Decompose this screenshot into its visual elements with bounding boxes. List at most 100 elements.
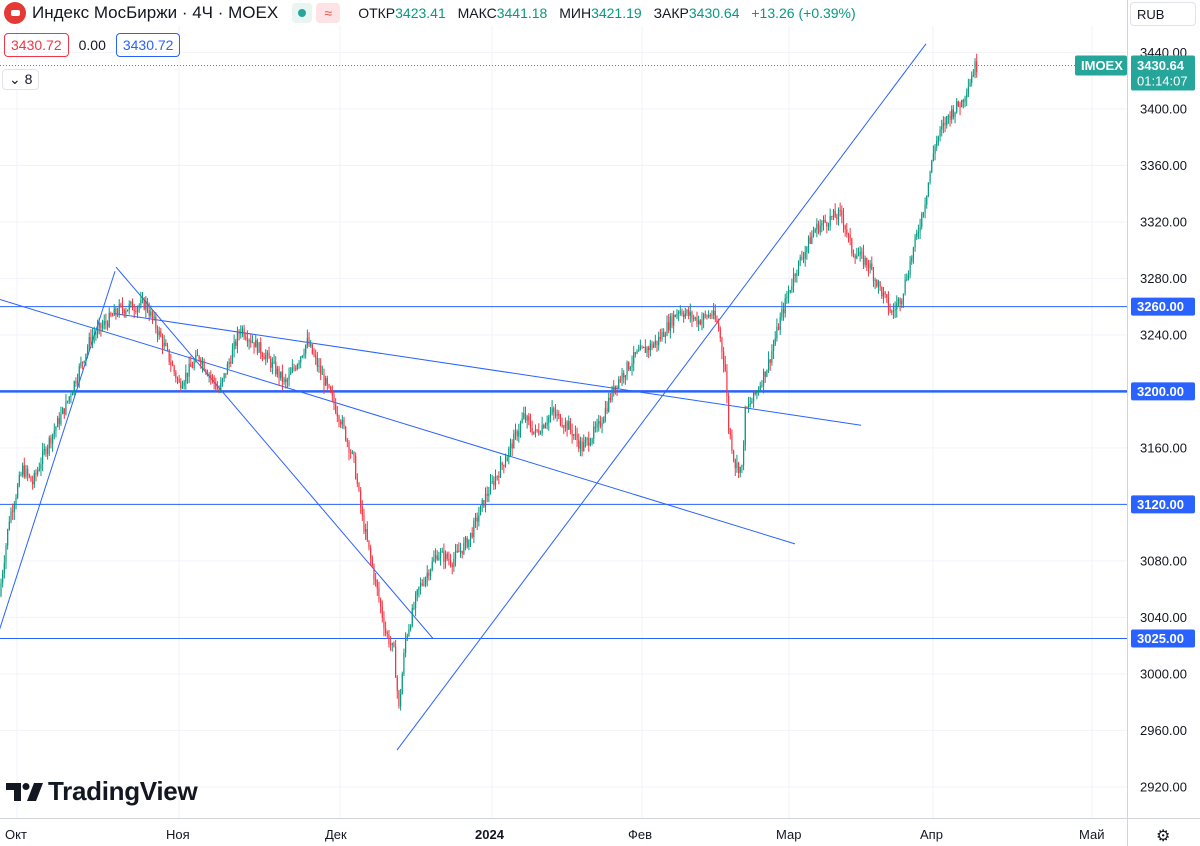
buy-button[interactable]: 3430.72: [115, 33, 181, 57]
settings-gear-icon[interactable]: ⚙: [1156, 828, 1171, 845]
candle-body: [221, 378, 224, 383]
candle-body: [205, 370, 207, 373]
candle-body: [25, 468, 27, 477]
candle-body: [749, 403, 751, 405]
candle-body: [533, 431, 535, 434]
candle-body: [360, 490, 362, 508]
candle-body: [812, 232, 815, 236]
candle-body: [278, 368, 280, 379]
level-label-bg: [1131, 382, 1195, 401]
candle-body: [904, 279, 906, 294]
candle-body: [759, 385, 761, 391]
candle-body: [451, 564, 453, 567]
trend-line[interactable]: [0, 299, 796, 545]
candle-body: [706, 315, 708, 318]
candle-body: [519, 422, 522, 432]
candle-body: [776, 326, 778, 339]
candle-body: [906, 279, 908, 281]
candle-body: [193, 361, 195, 368]
tradingview-logo[interactable]: TradingView: [6, 776, 198, 807]
candle-body: [196, 355, 199, 357]
candle-body: [57, 418, 59, 428]
trend-line[interactable]: [115, 266, 434, 639]
candle-body: [779, 317, 781, 330]
candle-body: [744, 407, 746, 446]
candle-body: [115, 308, 117, 315]
candle-body: [258, 342, 260, 353]
candle-body: [439, 552, 442, 558]
candle-body: [609, 397, 611, 401]
candle-body: [171, 365, 174, 367]
candle-body: [295, 368, 297, 370]
candle-body: [86, 347, 89, 354]
candle-body: [325, 378, 327, 386]
candle-body: [952, 109, 954, 117]
candle-body: [151, 311, 154, 318]
sell-button[interactable]: 3430.72: [4, 33, 69, 57]
trend-line[interactable]: [396, 43, 927, 751]
y-tick-label: 3360.00: [1140, 158, 1187, 173]
candle-body: [103, 321, 105, 326]
candle-body: [266, 352, 268, 356]
candle-body: [421, 583, 423, 585]
candle-body: [140, 299, 142, 306]
candle-body: [564, 421, 567, 428]
candle-body: [894, 309, 896, 311]
candle-body: [386, 632, 388, 635]
candle-body: [619, 379, 621, 381]
current-price-label: 3430.64: [1137, 58, 1185, 73]
candle-body: [271, 362, 273, 368]
wave-icon[interactable]: ≈: [316, 3, 341, 23]
candle-body: [308, 337, 310, 346]
candle-body: [626, 361, 628, 376]
indicators-toggle[interactable]: ⌄ 8: [2, 69, 40, 90]
currency-selector[interactable]: RUB: [1130, 2, 1196, 26]
candle-body: [678, 312, 680, 314]
candle-body: [669, 316, 671, 331]
y-tick-label: 3000.00: [1140, 666, 1187, 681]
candle-body: [116, 314, 119, 316]
candle-body: [211, 377, 214, 379]
symbol-title[interactable]: Индекс МосБиржи · 4Ч · MOEX: [32, 3, 279, 22]
high-label: МАКС: [457, 5, 497, 21]
candle-body: [474, 517, 477, 521]
candle-body: [218, 388, 220, 392]
candle-body: [596, 423, 598, 428]
candle-body: [864, 258, 866, 265]
candle-body: [856, 255, 858, 259]
candle-body: [248, 340, 250, 342]
candle-body: [523, 413, 525, 419]
candle-body: [746, 407, 748, 409]
candle-body: [161, 336, 164, 347]
candle-body: [388, 634, 390, 645]
candle-body: [757, 390, 760, 392]
candle-body: [265, 355, 267, 360]
candle-body: [75, 381, 77, 384]
candle-body: [449, 560, 452, 565]
candle-body: [961, 100, 963, 108]
candle-body: [869, 263, 871, 269]
candle-body: [80, 361, 82, 367]
candle-body: [469, 532, 472, 540]
candle-body: [646, 347, 648, 353]
candle-body: [355, 455, 357, 479]
candle-body: [641, 346, 643, 348]
candle-body: [303, 353, 305, 356]
candle-body: [877, 281, 880, 287]
candle-body: [728, 395, 730, 430]
candle-body: [907, 275, 910, 280]
candle-body: [821, 223, 823, 226]
market-status-icon[interactable]: [292, 3, 313, 23]
candle-body: [52, 434, 54, 444]
candle-body: [106, 323, 109, 327]
candle-body: [536, 429, 538, 431]
y-tick-label: 3280.00: [1140, 271, 1187, 286]
candle-body: [336, 412, 338, 417]
candle-body: [824, 219, 826, 223]
candle-body: [366, 529, 368, 541]
chevron-down-icon: ⌄: [9, 71, 21, 87]
candle-body: [711, 314, 713, 317]
candle-body: [444, 553, 447, 562]
candle-body: [98, 323, 100, 328]
